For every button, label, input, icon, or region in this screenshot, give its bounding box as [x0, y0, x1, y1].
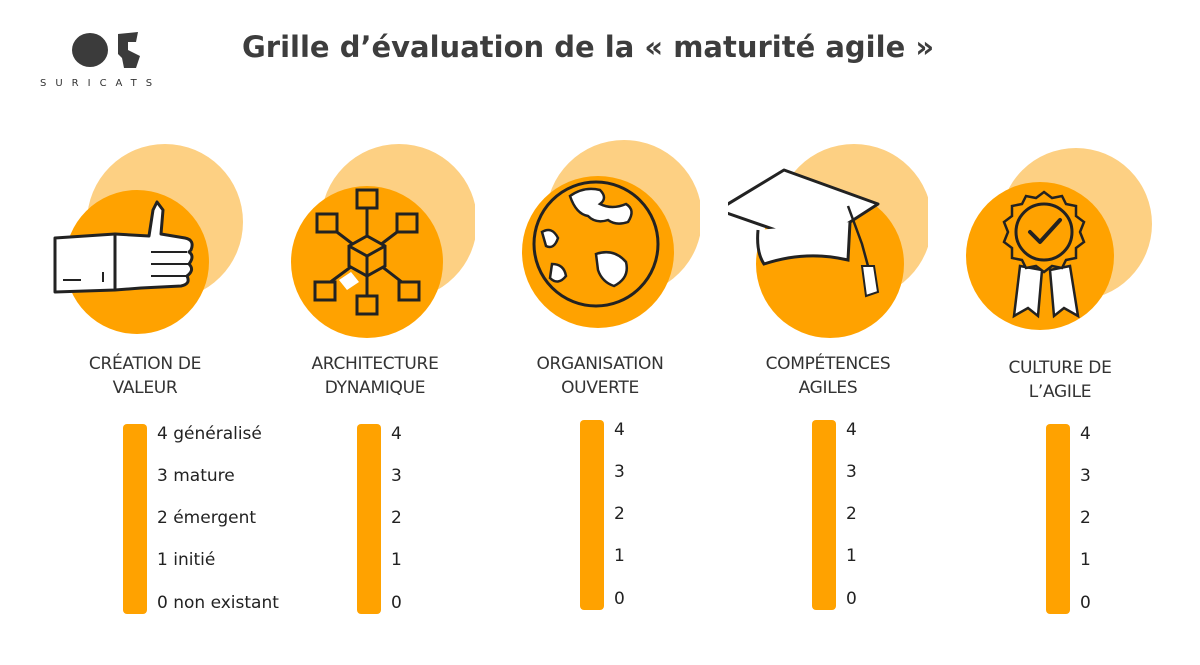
level-2: 2 émergent [157, 508, 257, 528]
level-4: 4 [614, 420, 625, 440]
award-badge-icon [966, 148, 1152, 330]
level-3: 3 [846, 462, 857, 482]
pillar-title: ORGANISATION OUVERTE [500, 352, 700, 400]
maturity-scale: 4 généralisé 3 mature 2 émergent 1 initi… [123, 424, 343, 624]
thumbs-up-icon [53, 144, 243, 334]
graduation-cap-icon [728, 144, 928, 338]
level-4: 4 généralisé [157, 424, 262, 444]
level-3: 3 [1080, 466, 1091, 486]
maturity-scale: 4 3 2 1 0 [1046, 424, 1200, 624]
level-0: 0 [1080, 593, 1091, 613]
level-4: 4 [391, 424, 402, 444]
scale-bar [812, 420, 836, 610]
scale-bar [357, 424, 381, 614]
level-0: 0 [846, 589, 857, 609]
level-2: 2 [391, 508, 402, 528]
network-cube-icon [291, 144, 475, 338]
pillar-title-line1: CRÉATION DE [88, 354, 202, 374]
pillar-title: COMPÉTENCES AGILES [728, 352, 928, 400]
pillar-title: CULTURE DE L’AGILE [960, 356, 1160, 404]
pillar-title-line2: L’AGILE [1028, 382, 1092, 402]
pillar-title-line2: DYNAMIQUE [324, 378, 426, 398]
maturity-scale: 4 3 2 1 0 [580, 420, 800, 620]
globe-icon [522, 140, 700, 328]
level-1: 1 [391, 550, 402, 570]
maturity-scale: 4 3 2 1 0 [812, 420, 1032, 620]
suricats-logo: SURICATS [40, 28, 170, 98]
pillar-title-line2: VALEUR [112, 378, 178, 398]
level-0: 0 [391, 593, 402, 613]
level-3: 3 [391, 466, 402, 486]
level-3: 3 mature [157, 466, 235, 486]
pillar-title-line1: COMPÉTENCES [765, 354, 891, 374]
page-title: Grille d’évaluation de la « maturité agi… [242, 30, 935, 64]
level-1: 1 [614, 546, 625, 566]
level-2: 2 [614, 504, 625, 524]
suricats-logo-mark [72, 32, 140, 68]
pillar-title: ARCHITECTURE DYNAMIQUE [275, 352, 475, 400]
level-0: 0 [614, 589, 625, 609]
scale-bar [1046, 424, 1070, 614]
pillar-organisation-ouverte: ORGANISATION OUVERTE 4 3 2 1 0 [500, 0, 700, 665]
brand-name: SURICATS [40, 78, 162, 89]
level-4: 4 [846, 420, 857, 440]
level-2: 2 [846, 504, 857, 524]
pillar-competences-agiles: COMPÉTENCES AGILES 4 3 2 1 0 [728, 0, 928, 665]
pillar-title-line1: ORGANISATION [536, 354, 664, 374]
level-1: 1 [1080, 550, 1091, 570]
pillar-title-line1: ARCHITECTURE [311, 354, 439, 374]
scale-bar [580, 420, 604, 610]
maturity-scale: 4 3 2 1 0 [357, 424, 577, 624]
pillar-title: CRÉATION DE VALEUR [45, 352, 245, 400]
pillar-architecture-dynamique: ARCHITECTURE DYNAMIQUE 4 3 2 1 0 [275, 0, 475, 665]
pillar-title-line2: AGILES [798, 378, 858, 398]
level-1: 1 [846, 546, 857, 566]
pillar-title-line1: CULTURE DE [1008, 358, 1112, 378]
level-3: 3 [614, 462, 625, 482]
level-1: 1 initié [157, 550, 216, 570]
scale-bar [123, 424, 147, 614]
pillar-culture-de-l-agile: CULTURE DE L’AGILE 4 3 2 1 0 [960, 0, 1160, 665]
level-0: 0 non existant [157, 593, 279, 613]
level-2: 2 [1080, 508, 1091, 528]
pillar-creation-de-valeur: CRÉATION DE VALEUR 4 généralisé 3 mature… [45, 0, 279, 665]
level-4: 4 [1080, 424, 1091, 444]
pillar-title-line2: OUVERTE [561, 378, 639, 398]
